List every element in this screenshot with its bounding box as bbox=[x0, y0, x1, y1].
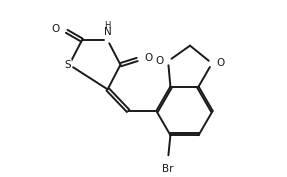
Text: Br: Br bbox=[162, 164, 174, 174]
Text: H: H bbox=[104, 21, 111, 30]
Text: S: S bbox=[65, 60, 71, 70]
Text: O: O bbox=[52, 24, 60, 34]
Text: O: O bbox=[155, 56, 164, 66]
Text: O: O bbox=[217, 58, 225, 68]
Text: N: N bbox=[104, 27, 112, 37]
Text: O: O bbox=[144, 53, 152, 63]
